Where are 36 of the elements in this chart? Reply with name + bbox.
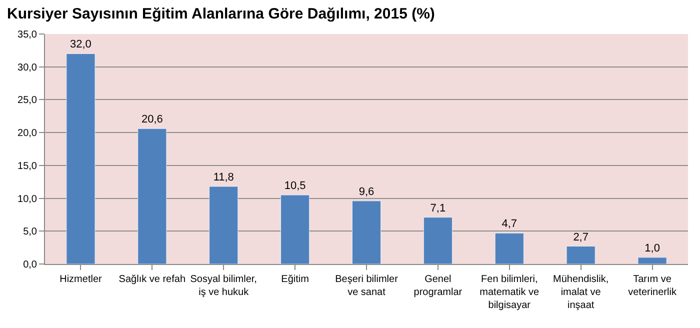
y-tick-label: 5,0 — [23, 226, 38, 238]
y-tick-label: 10,0 — [18, 194, 38, 205]
data-label: 32,0 — [70, 38, 92, 51]
bar — [423, 217, 452, 264]
y-tick-label: 25,0 — [18, 95, 38, 106]
data-label: 9,6 — [358, 186, 374, 198]
x-tick-label: Genel programlar — [414, 274, 463, 298]
x-tick-label: Beşeri bilimler ve sanat — [335, 274, 399, 298]
x-tick-label: Tarım ve veterinerlik — [628, 274, 678, 298]
x-tick-label: Sağlık ve refah — [118, 274, 186, 285]
bar — [638, 257, 667, 264]
data-label: 4,7 — [502, 218, 518, 230]
data-label: 1,0 — [644, 242, 660, 254]
data-label: 7,1 — [430, 202, 446, 214]
bar — [138, 128, 167, 264]
bar — [352, 200, 382, 264]
bar — [494, 232, 524, 264]
x-tick-label: Sosyal bilimler, iş ve hukuk — [190, 274, 257, 298]
bar — [280, 194, 310, 264]
y-tick-label: 20,0 — [18, 128, 38, 140]
bar — [66, 53, 96, 264]
x-tick-label: Fen bilimleri, matematik ve bilgisayar — [480, 274, 540, 311]
chart-title: Kursiyer Sayısının Eğitim Alanlarına Göre Dağılımı, 2015 (%) — [7, 6, 435, 23]
y-tick-label: 30,0 — [18, 62, 38, 74]
y-tick-label: 15,0 — [18, 160, 38, 172]
data-label: 10,5 — [284, 180, 306, 192]
x-tick-label: Hizmetler — [60, 274, 102, 285]
data-label: 11,8 — [213, 171, 234, 184]
bar — [209, 186, 238, 264]
bar — [566, 246, 596, 264]
data-label: 20,6 — [141, 114, 163, 126]
y-tick-label: 35,0 — [18, 30, 38, 40]
data-label: 2,7 — [573, 231, 588, 244]
y-tick-label: 0,0 — [23, 260, 38, 270]
x-tick-label: Mühendislik, imalat ve inşaat — [553, 274, 609, 311]
x-tick-label: Eğitim — [281, 274, 309, 285]
